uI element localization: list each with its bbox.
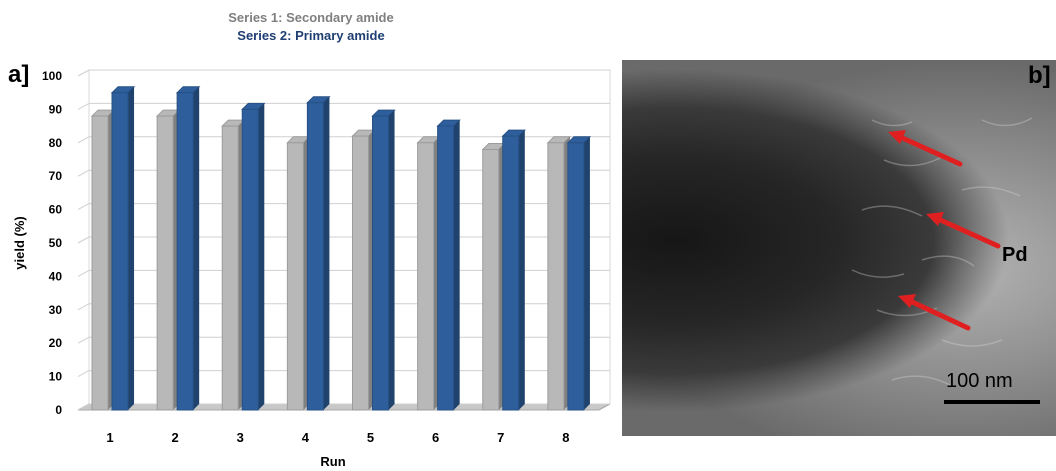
bar-run-3-series-2 bbox=[241, 108, 259, 411]
bar-run-4-series-1 bbox=[286, 142, 304, 411]
bar-side bbox=[583, 136, 590, 411]
x-tick-label: 6 bbox=[432, 430, 439, 445]
pd-label: Pd bbox=[1002, 244, 1028, 266]
bar-run-1-series-2 bbox=[111, 92, 129, 411]
arrowhead-icon bbox=[888, 130, 906, 144]
y-tick-label: 70 bbox=[49, 169, 63, 183]
bar-run-8-series-2 bbox=[567, 142, 585, 411]
y-axis-label: yield (%) bbox=[12, 216, 27, 269]
pd-arrow-2 bbox=[933, 215, 1001, 249]
bar-run-6-series-2 bbox=[437, 125, 455, 411]
bar-side bbox=[388, 110, 395, 410]
bar-run-2-series-2 bbox=[176, 92, 194, 411]
panel-label-b: b] bbox=[1028, 62, 1051, 89]
arrowhead-icon bbox=[926, 212, 944, 226]
arrowhead-icon bbox=[898, 294, 916, 308]
y-tick-label: 80 bbox=[49, 136, 63, 150]
gridline-diag bbox=[77, 303, 90, 311]
bar-side bbox=[193, 86, 200, 410]
gridline-diag bbox=[77, 69, 90, 77]
y-tick-label: 100 bbox=[42, 69, 62, 83]
tem-micrograph: b] Pd 100 nm bbox=[622, 60, 1056, 436]
gridline-diag bbox=[77, 136, 90, 144]
y-tick-label: 50 bbox=[49, 236, 63, 250]
legend-entry-1: Series 1: Secondary amide bbox=[228, 10, 393, 25]
x-tick-label: 7 bbox=[497, 430, 504, 445]
gridline-diag bbox=[77, 370, 90, 378]
y-tick-label: 20 bbox=[49, 336, 63, 350]
gridline-diag bbox=[77, 403, 90, 411]
y-tick-label: 90 bbox=[49, 102, 63, 116]
y-tick-label: 10 bbox=[49, 370, 63, 384]
legend-entry-2: Series 2: Primary amide bbox=[237, 28, 384, 43]
y-tick-label: 30 bbox=[49, 303, 63, 317]
y-tick-label: 0 bbox=[55, 403, 62, 417]
bar-run-4-series-2 bbox=[306, 102, 324, 411]
bar-run-7-series-1 bbox=[482, 148, 500, 411]
bar-run-5-series-1 bbox=[352, 135, 369, 411]
bar-side bbox=[128, 86, 135, 410]
y-tick-label: 40 bbox=[49, 269, 63, 283]
gridline-diag bbox=[77, 236, 90, 244]
bar-run-8-series-1 bbox=[547, 142, 565, 411]
x-tick-label: 3 bbox=[237, 430, 244, 445]
bar-run-5-series-2 bbox=[372, 115, 389, 411]
tem-texture bbox=[851, 117, 1033, 387]
yield-bar-chart: Series 1: Secondary amide Series 2: Prima… bbox=[8, 10, 611, 469]
scale-bar-label: 100 nm bbox=[946, 370, 1013, 392]
bar-run-7-series-2 bbox=[502, 135, 520, 411]
gridline-diag bbox=[77, 336, 90, 344]
bar-run-3-series-1 bbox=[221, 125, 239, 411]
y-tick-label: 60 bbox=[49, 203, 63, 217]
scale-bar bbox=[944, 400, 1040, 404]
gridline-diag bbox=[77, 169, 90, 177]
gridline-diag bbox=[77, 203, 90, 211]
x-tick-label: 2 bbox=[172, 430, 179, 445]
bar-side bbox=[323, 96, 330, 410]
bar-side bbox=[258, 103, 265, 411]
x-axis-label: Run bbox=[320, 454, 345, 469]
panel-label-a: a] bbox=[8, 61, 29, 88]
gridline-diag bbox=[77, 102, 90, 110]
bar-run-6-series-1 bbox=[417, 142, 435, 411]
x-tick-label: 1 bbox=[106, 430, 113, 445]
bar-side bbox=[518, 130, 525, 410]
gridline-diag bbox=[77, 269, 90, 277]
pd-arrows bbox=[895, 133, 1001, 331]
bar-run-2-series-1 bbox=[156, 115, 174, 411]
pd-arrow-3 bbox=[905, 297, 971, 331]
bar-run-1-series-1 bbox=[91, 115, 109, 411]
x-tick-label: 4 bbox=[302, 430, 310, 445]
pd-arrow-1 bbox=[895, 133, 963, 167]
x-tick-label: 8 bbox=[562, 430, 569, 445]
bar-side bbox=[453, 120, 460, 410]
x-tick-label: 5 bbox=[367, 430, 374, 445]
